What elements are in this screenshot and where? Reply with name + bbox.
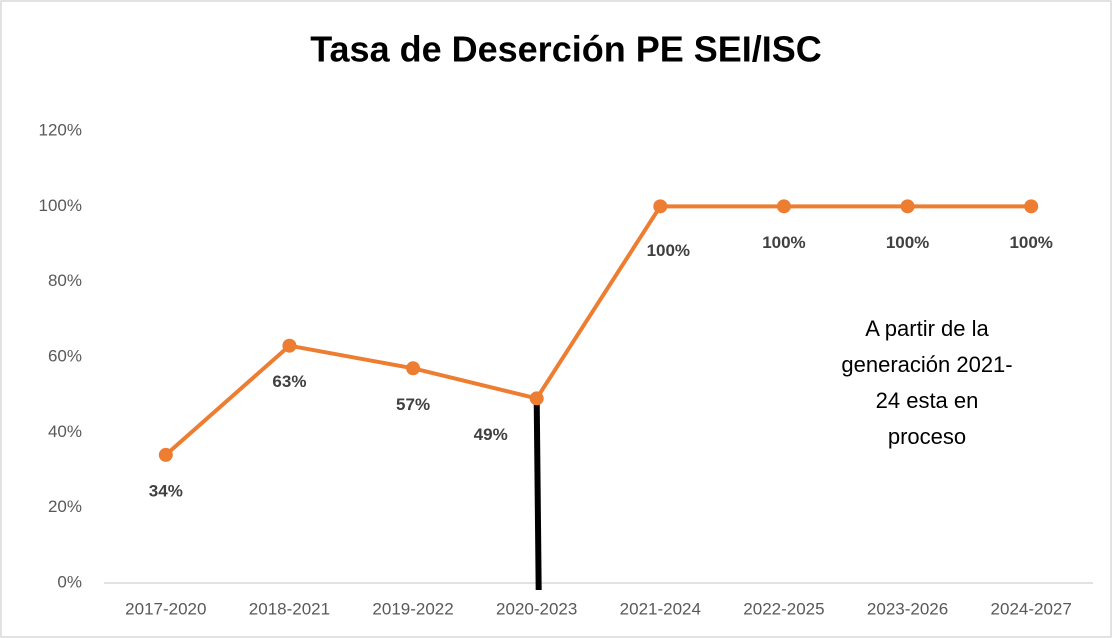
x-tick-label: 2024-2027 <box>991 599 1072 618</box>
y-tick-label: 20% <box>48 497 82 516</box>
data-point <box>406 361 421 376</box>
data-label: 34% <box>149 481 183 500</box>
data-point <box>158 447 173 462</box>
data-label: 100% <box>647 241 690 260</box>
annotation: A partir de la <box>865 316 989 341</box>
data-label: 49% <box>474 425 508 444</box>
y-tick-label: 80% <box>48 271 82 290</box>
data-point <box>529 391 544 406</box>
data-label: 100% <box>886 233 929 252</box>
divider-line <box>533 398 542 591</box>
annotation: 24 esta en <box>876 388 979 413</box>
y-tick-label: 0% <box>57 572 82 591</box>
annotation: generación 2021- <box>841 352 1012 377</box>
x-tick-label: 2017-2020 <box>125 599 206 618</box>
x-tick-label: 2022-2025 <box>743 599 824 618</box>
x-tick-label: 2019-2022 <box>372 599 453 618</box>
data-point <box>1024 199 1039 214</box>
data-point <box>653 199 668 214</box>
annotation: proceso <box>888 424 966 449</box>
y-tick-label: 60% <box>48 346 82 365</box>
data-label: 57% <box>396 395 430 414</box>
data-point <box>900 199 915 214</box>
chart-title: Tasa de Deserción PE SEI/ISC <box>310 29 822 70</box>
data-label: 100% <box>762 233 805 252</box>
x-tick-label: 2018-2021 <box>249 599 330 618</box>
data-label: 100% <box>1009 233 1052 252</box>
x-tick-label: 2023-2026 <box>867 599 948 618</box>
data-line <box>164 204 1032 457</box>
y-tick-label: 40% <box>48 422 82 441</box>
y-tick-label: 120% <box>39 120 82 139</box>
y-tick-label: 100% <box>39 196 82 215</box>
data-point <box>282 338 297 353</box>
x-tick-label: 2021-2024 <box>620 599 701 618</box>
x-tick-label: 2020-2023 <box>496 599 577 618</box>
data-label: 63% <box>272 372 306 391</box>
data-point <box>776 199 791 214</box>
